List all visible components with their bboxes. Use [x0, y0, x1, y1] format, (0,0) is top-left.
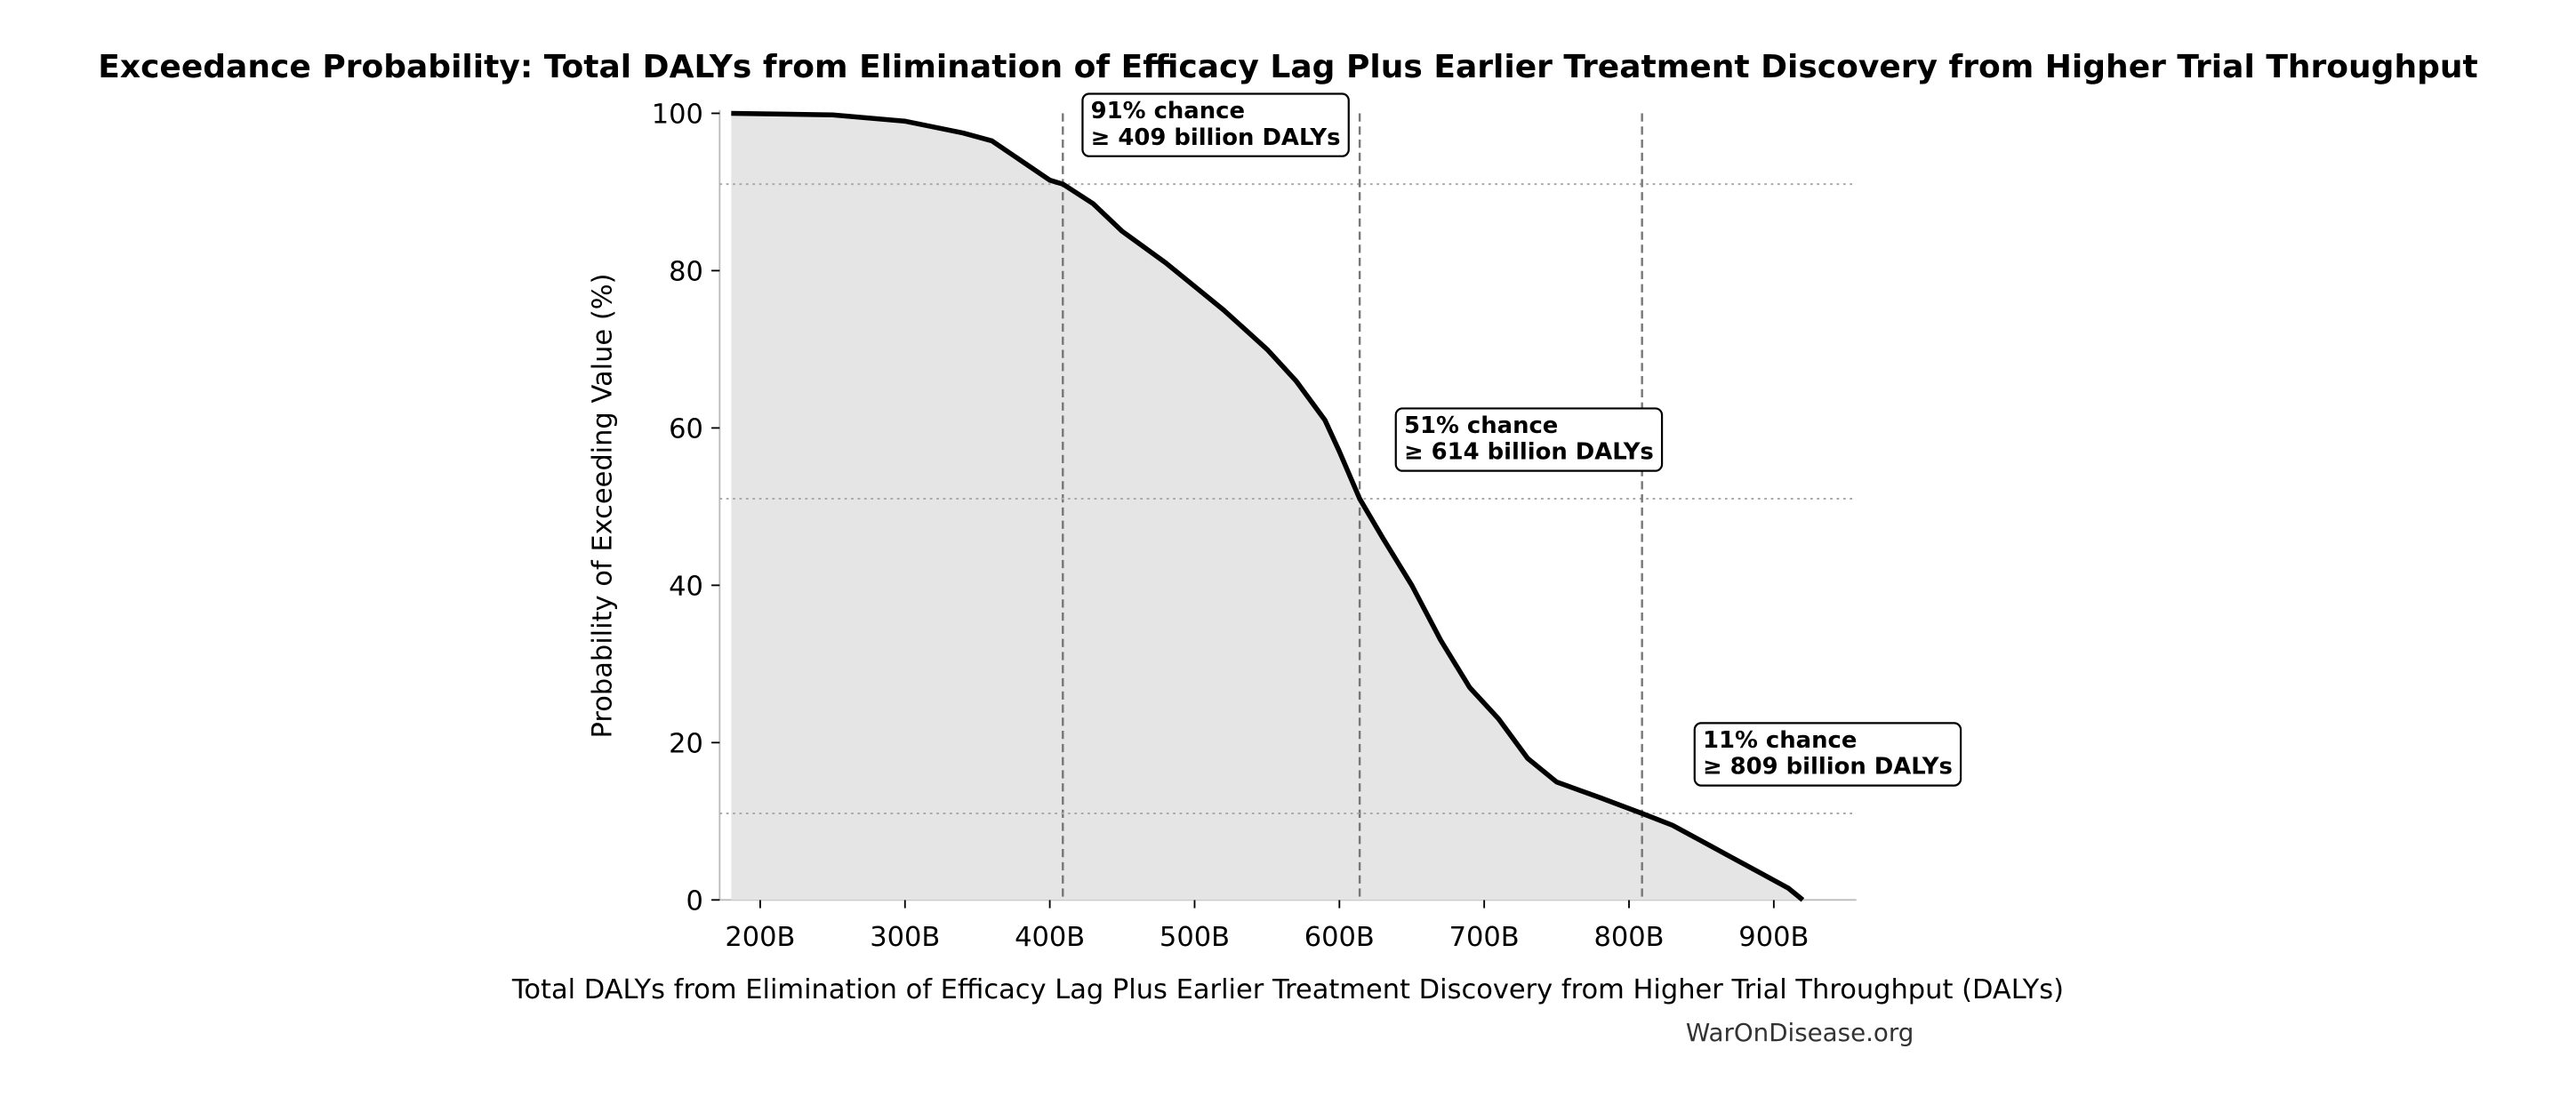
annotation-text: ≥ 409 billion DALYs — [1091, 124, 1341, 151]
x-tick-label: 200B — [725, 922, 795, 953]
annotation-box — [1394, 407, 1664, 472]
x-tick-label: 900B — [1738, 922, 1809, 953]
annotation-text: 91% chance — [1091, 98, 1245, 124]
y-tick-label: 60 — [669, 413, 703, 444]
x-tick-label: 500B — [1160, 922, 1230, 953]
annotation: 51% chance≥ 614 billion DALYs — [1394, 407, 1664, 472]
annotation-box — [1081, 92, 1350, 157]
annotation-text: 51% chance — [1404, 412, 1558, 439]
x-tick-label: 700B — [1449, 922, 1520, 953]
x-tick-label: 400B — [1015, 922, 1085, 953]
y-tick-label: 0 — [686, 885, 702, 917]
y-tick-label: 40 — [669, 571, 703, 602]
x-axis-label: Total DALYs from Elimination of Efficacy… — [511, 974, 2064, 1005]
x-tick-label: 300B — [870, 922, 940, 953]
exceedance-curve — [731, 110, 1805, 902]
annotation: 11% chance≥ 809 billion DALYs — [1693, 722, 1962, 787]
y-tick-label: 80 — [669, 257, 703, 288]
annotation-box — [1693, 722, 1962, 787]
x-tick-label: 800B — [1593, 922, 1664, 953]
chart-title: Exceedance Probability: Total DALYs from… — [98, 49, 2478, 85]
area-fill — [731, 113, 1803, 901]
annotation-text: ≥ 614 billion DALYs — [1404, 439, 1654, 466]
y-axis-label: Probability of Exceeding Value (%) — [587, 273, 618, 738]
source-label: WarOnDisease.org — [1686, 1018, 1914, 1047]
x-tick-label: 600B — [1304, 922, 1375, 953]
y-tick-label: 20 — [669, 728, 703, 759]
annotation-text: 11% chance — [1703, 727, 1857, 754]
annotation: 91% chance≥ 409 billion DALYs — [1081, 92, 1350, 157]
annotation-text: ≥ 809 billion DALYs — [1703, 754, 1953, 781]
y-tick-label: 100 — [652, 100, 703, 131]
